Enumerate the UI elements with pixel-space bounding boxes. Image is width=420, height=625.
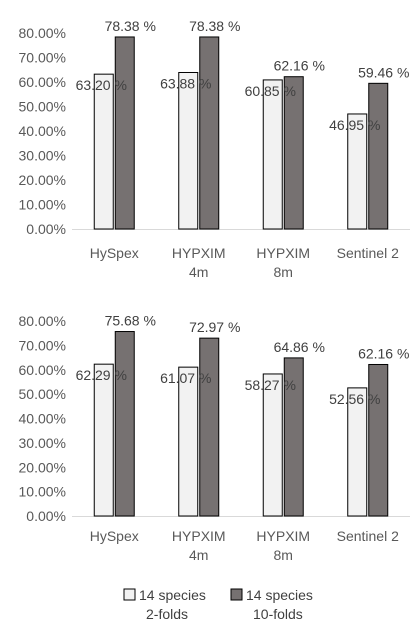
x-tick-label: Sentinel 2	[337, 528, 399, 544]
data-label: 46.95 %	[329, 117, 380, 133]
y-tick-label: 20.00%	[19, 172, 66, 188]
x-tick-label: HYPXIM 4m	[172, 528, 226, 563]
data-label: 59.46 %	[358, 64, 409, 80]
y-tick-label: 0.00%	[26, 508, 66, 524]
y-tick-label: 10.00%	[19, 484, 66, 500]
data-label: 78.38 %	[189, 18, 240, 34]
data-label: 75.68 %	[105, 313, 156, 329]
x-tick-label: Sentinel 2	[337, 245, 399, 261]
y-tick-label: 70.00%	[19, 50, 66, 66]
legend-swatch	[123, 588, 136, 601]
bar-2-folds	[93, 73, 114, 230]
data-label: 63.20 %	[76, 77, 127, 93]
data-label: 58.27 %	[245, 377, 296, 393]
data-label: 63.88 %	[160, 75, 211, 91]
bar-10-folds	[199, 36, 220, 230]
y-tick-label: 20.00%	[19, 459, 66, 475]
y-tick-label: 50.00%	[19, 386, 66, 402]
data-label: 62.16 %	[274, 58, 325, 74]
bar-10-folds	[114, 36, 135, 230]
y-tick-label: 40.00%	[19, 411, 66, 427]
bar-2-folds	[262, 373, 283, 517]
bar-10-folds	[199, 337, 220, 517]
data-label: 61.07 %	[160, 370, 211, 386]
y-tick-label: 30.00%	[19, 435, 66, 451]
y-tick-label: 40.00%	[19, 123, 66, 139]
y-tick-label: 60.00%	[19, 74, 66, 90]
data-label: 64.86 %	[274, 339, 325, 355]
chart-panel-1: 0.00% 10.00% 20.00% 30.00% 40.00% 50.00% 60.00…	[19, 18, 410, 280]
y-tick-label: 70.00%	[19, 337, 66, 353]
x-tick-label: HySpex	[90, 245, 139, 261]
bar-2-folds	[178, 366, 199, 517]
x-tick-label: HySpex	[90, 528, 139, 544]
data-label: 60.85 %	[245, 83, 296, 99]
data-label: 62.29 %	[76, 367, 127, 383]
data-label: 62.16 %	[358, 345, 409, 361]
legend-label: 14 species 2-folds	[139, 587, 206, 622]
bar-2-folds	[347, 113, 368, 230]
y-tick-label: 30.00%	[19, 148, 66, 164]
y-tick-label: 80.00%	[19, 25, 66, 41]
x-tick-label: HYPXIM 8m	[256, 245, 310, 280]
legend: 14 species 2-folds 14 species 10-folds	[123, 587, 313, 622]
data-label: 72.97 %	[189, 319, 240, 335]
bar-10-folds	[114, 331, 135, 517]
legend-swatch	[230, 588, 243, 601]
bar-2-folds	[93, 363, 114, 517]
y-tick-label: 60.00%	[19, 362, 66, 378]
x-tick-label: HYPXIM 8m	[256, 528, 310, 563]
y-tick-label: 10.00%	[19, 197, 66, 213]
bar-2-folds	[262, 79, 283, 230]
bar-10-folds	[283, 357, 304, 517]
bar-10-folds	[368, 82, 389, 230]
data-label: 78.38 %	[105, 18, 156, 34]
bar-2-folds	[178, 71, 199, 230]
bar-2-folds	[347, 387, 368, 517]
data-label: 52.56 %	[329, 391, 380, 407]
bar-10-folds	[283, 76, 304, 230]
bar-10-folds	[368, 363, 389, 517]
chart-panel-2: 0.00% 10.00% 20.00% 30.00% 40.00% 50.00% 60.00…	[19, 313, 410, 563]
legend-label: 14 species 10-folds	[246, 587, 313, 622]
x-tick-label: HYPXIM 4m	[172, 245, 226, 280]
y-tick-label: 50.00%	[19, 99, 66, 115]
y-tick-label: 80.00%	[19, 313, 66, 329]
y-tick-label: 0.00%	[26, 221, 66, 237]
